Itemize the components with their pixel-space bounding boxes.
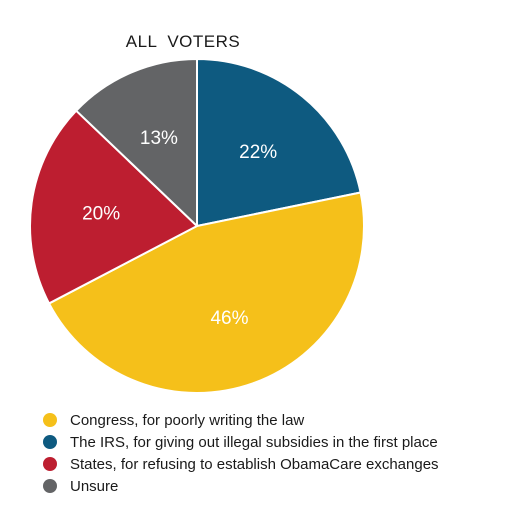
legend-swatch [43, 457, 57, 471]
legend-label: Unsure [70, 478, 118, 495]
legend-label: States, for refusing to establish ObamaC… [70, 456, 439, 473]
slice-labels: 22% 46% 20% 13% [82, 128, 277, 329]
pie-slices [29, 58, 365, 394]
pie-slice-1 [196, 58, 362, 227]
chart-title: ALL VOTERS [126, 32, 240, 51]
slice-value-label: 20% [82, 204, 120, 225]
pie-slice-2 [48, 191, 365, 394]
legend-swatch [43, 435, 57, 449]
legend-label: Congress, for poorly writing the law [70, 412, 304, 429]
slice-value-label: 13% [140, 128, 178, 149]
pie-slice-4 [75, 58, 198, 227]
legend: Congress, for poorly writing the law The … [43, 412, 439, 495]
pie-slice-3 [29, 109, 198, 305]
legend-label: The IRS, for giving out illegal subsidie… [70, 434, 438, 451]
legend-swatch [43, 479, 57, 493]
slice-value-label: 22% [239, 142, 277, 163]
slice-value-label: 46% [210, 308, 248, 329]
legend-swatch [43, 413, 57, 427]
